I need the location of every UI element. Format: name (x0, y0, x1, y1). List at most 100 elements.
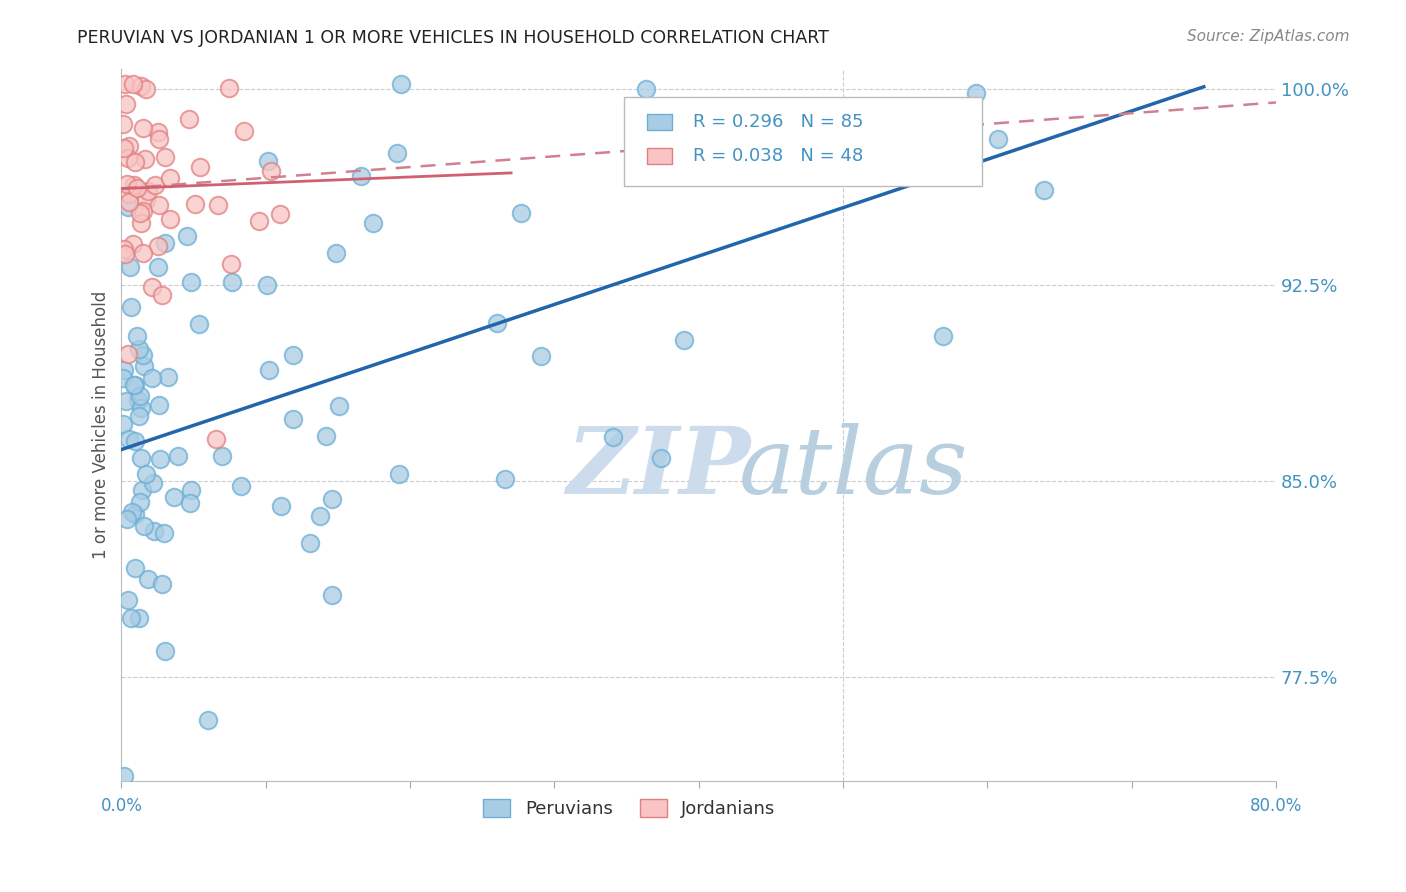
Point (148, 238, 170, 252)
Point (120, 610, 142, 624)
Point (281, 411, 304, 425)
Point (117, 200, 139, 214)
Point (117, 151, 139, 165)
Point (229, 479, 252, 493)
Point (112, 242, 135, 256)
Point (111, 117, 134, 131)
Point (150, 288, 173, 302)
Point (141, 371, 163, 385)
Point (391, 77, 413, 91)
Point (143, 178, 166, 192)
Point (221, 275, 243, 289)
Point (122, 77, 145, 91)
Point (117, 347, 139, 361)
Point (132, 203, 155, 218)
Point (257, 154, 280, 169)
Point (129, 216, 152, 230)
Point (197, 714, 219, 728)
Point (283, 348, 305, 362)
Point (118, 195, 141, 210)
FancyBboxPatch shape (647, 148, 672, 164)
Point (219, 257, 242, 271)
Point (128, 610, 150, 624)
Point (122, 237, 145, 252)
Point (128, 409, 150, 424)
Point (128, 494, 150, 508)
Point (120, 260, 142, 274)
Point (124, 154, 146, 169)
Point (117, 178, 139, 192)
Point (149, 452, 172, 467)
Point (138, 185, 160, 199)
Point (117, 592, 139, 607)
Legend: Peruvians, Jordanians: Peruvians, Jordanians (477, 791, 783, 825)
Point (328, 399, 350, 413)
Point (142, 475, 165, 490)
Point (129, 388, 152, 402)
Point (187, 317, 209, 331)
Point (124, 434, 146, 448)
Point (148, 125, 170, 139)
Point (135, 82, 157, 96)
Point (132, 348, 155, 362)
Point (129, 78, 152, 93)
Point (114, 77, 136, 91)
Point (350, 169, 373, 183)
Point (673, 333, 696, 347)
Point (132, 245, 155, 260)
Point (247, 214, 270, 228)
Point (152, 525, 174, 540)
Point (1032, 183, 1054, 197)
Point (180, 275, 202, 289)
Point (179, 496, 201, 510)
Point (112, 140, 135, 154)
Text: 80.0%: 80.0% (1250, 797, 1302, 814)
Point (121, 505, 143, 519)
Point (180, 483, 202, 497)
Point (112, 363, 135, 377)
Point (125, 329, 148, 343)
Point (127, 392, 149, 407)
Point (150, 576, 173, 591)
Point (650, 450, 672, 465)
Point (148, 398, 170, 412)
Point (129, 401, 152, 416)
Point (153, 150, 176, 164)
Point (269, 206, 291, 220)
Point (388, 467, 411, 481)
Point (124, 377, 146, 392)
Point (120, 300, 142, 314)
Point (602, 429, 624, 443)
Point (122, 378, 145, 392)
Point (124, 561, 146, 575)
Point (146, 260, 169, 275)
Point (157, 369, 180, 384)
Point (159, 171, 181, 186)
Point (153, 235, 176, 250)
Point (530, 350, 553, 364)
Point (115, 511, 138, 525)
Point (299, 536, 322, 550)
Point (965, 86, 987, 100)
Point (315, 429, 337, 443)
Point (118, 139, 141, 153)
Point (495, 472, 517, 486)
Point (148, 132, 170, 146)
Point (932, 329, 955, 343)
Point (124, 507, 146, 521)
Point (321, 588, 343, 602)
Point (128, 342, 150, 356)
Point (114, 247, 136, 261)
Point (205, 432, 228, 446)
Point (148, 198, 170, 212)
Point (184, 197, 207, 211)
Point (131, 450, 153, 465)
Point (361, 216, 384, 230)
Point (131, 483, 153, 497)
Text: PERUVIAN VS JORDANIAN 1 OR MORE VEHICLES IN HOUSEHOLD CORRELATION CHART: PERUVIAN VS JORDANIAN 1 OR MORE VEHICLES… (77, 29, 830, 46)
Y-axis label: 1 or more Vehicles in Household: 1 or more Vehicles in Household (93, 291, 110, 559)
Text: ZIP: ZIP (567, 423, 751, 513)
Point (122, 178, 145, 192)
FancyBboxPatch shape (647, 114, 672, 130)
Point (207, 198, 229, 212)
